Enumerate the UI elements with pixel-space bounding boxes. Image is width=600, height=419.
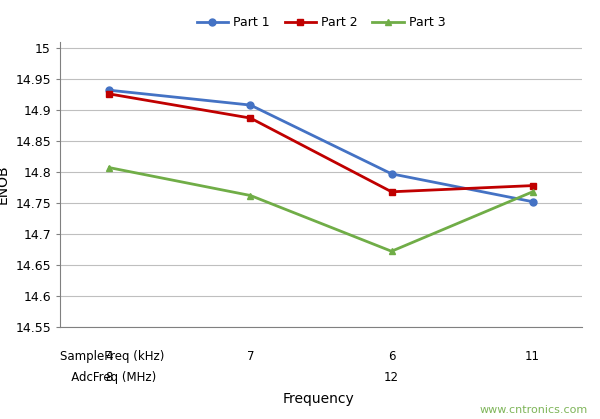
Y-axis label: ENOB: ENOB (0, 165, 10, 204)
Text: 8: 8 (106, 371, 113, 384)
Part 1 (388, 171, 395, 176)
Line: Part 3: Part 3 (106, 164, 536, 255)
Part 2 (529, 183, 536, 188)
Text: Frequency: Frequency (282, 392, 354, 406)
Text: 4: 4 (106, 350, 113, 363)
Part 2 (106, 91, 113, 96)
Text: www.cntronics.com: www.cntronics.com (480, 405, 588, 415)
Part 2 (247, 116, 254, 121)
Part 2 (388, 189, 395, 194)
Part 3 (106, 165, 113, 170)
Text: AdcFreq (MHz): AdcFreq (MHz) (60, 371, 156, 384)
Text: SampleFreq (kHz): SampleFreq (kHz) (60, 350, 164, 363)
Text: 6: 6 (388, 350, 395, 363)
Part 1 (529, 199, 536, 204)
Part 3 (247, 193, 254, 198)
Text: 7: 7 (247, 350, 254, 363)
Line: Part 1: Part 1 (106, 87, 536, 205)
Legend: Part 1, Part 2, Part 3: Part 1, Part 2, Part 3 (191, 11, 451, 34)
Line: Part 2: Part 2 (106, 91, 536, 195)
Part 1 (247, 103, 254, 108)
Part 1 (106, 88, 113, 93)
Part 3 (388, 249, 395, 254)
Text: 11: 11 (525, 350, 540, 363)
Part 3 (529, 189, 536, 194)
Text: 12: 12 (384, 371, 399, 384)
